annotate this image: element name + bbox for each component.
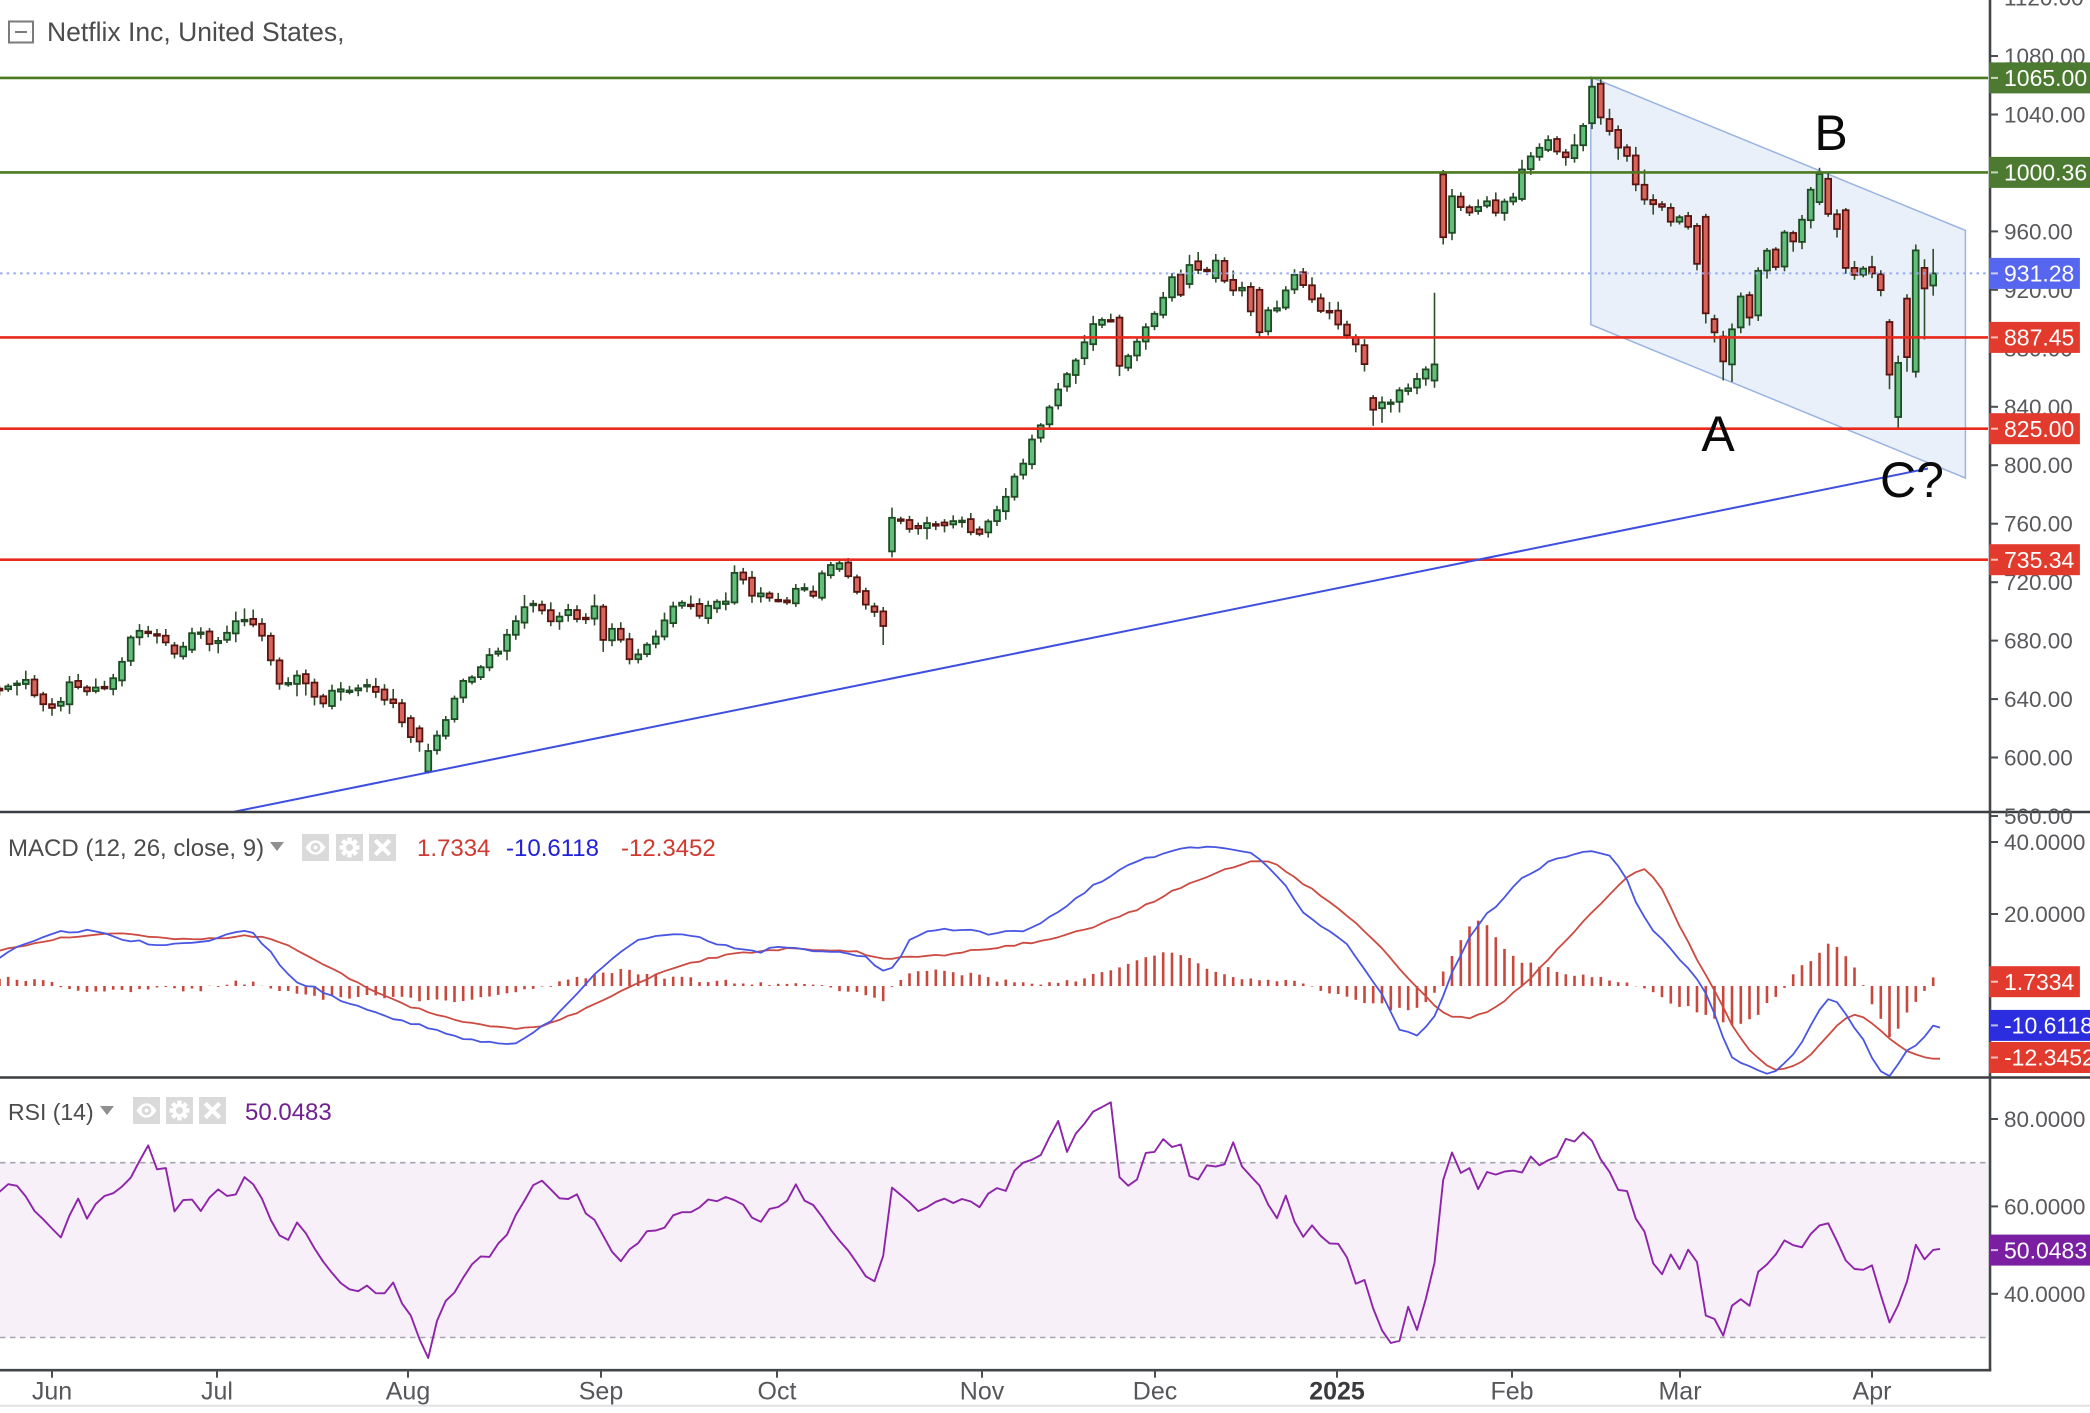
svg-text:50.0483: 50.0483 [2004, 1237, 2087, 1263]
svg-text:Aug: Aug [386, 1378, 430, 1406]
svg-text:Oct: Oct [758, 1378, 797, 1406]
svg-text:RSI (14): RSI (14) [8, 1099, 94, 1125]
svg-text:1.7334: 1.7334 [2004, 969, 2075, 995]
svg-text:640.00: 640.00 [2004, 687, 2073, 712]
svg-text:Netflix Inc, United States,: Netflix Inc, United States, [47, 17, 345, 47]
svg-text:1040.00: 1040.00 [2004, 103, 2085, 128]
svg-text:-12.3452: -12.3452 [2004, 1045, 2090, 1071]
svg-text:-10.6118: -10.6118 [506, 835, 599, 862]
svg-text:680.00: 680.00 [2004, 629, 2073, 654]
svg-text:2025: 2025 [1309, 1378, 1365, 1406]
svg-text:931.28: 931.28 [2004, 261, 2074, 287]
svg-text:-12.3452: -12.3452 [621, 835, 716, 862]
svg-text:60.0000: 60.0000 [2004, 1194, 2085, 1219]
svg-text:960.00: 960.00 [2004, 219, 2073, 244]
svg-text:1.7334: 1.7334 [417, 835, 490, 862]
svg-text:Sep: Sep [579, 1378, 623, 1406]
svg-text:MACD (12, 26, close, 9): MACD (12, 26, close, 9) [8, 835, 264, 862]
svg-text:1000.36: 1000.36 [2004, 160, 2087, 186]
svg-text:Feb: Feb [1490, 1378, 1533, 1406]
svg-text:560.00: 560.00 [2004, 804, 2073, 829]
svg-text:Apr: Apr [1853, 1378, 1892, 1406]
svg-text:50.0483: 50.0483 [245, 1099, 332, 1126]
svg-text:1120.00: 1120.00 [2004, 0, 2084, 11]
svg-text:40.0000: 40.0000 [2004, 1282, 2085, 1307]
svg-text:760.00: 760.00 [2004, 512, 2073, 537]
svg-text:-10.6118: -10.6118 [2004, 1013, 2090, 1039]
svg-text:800.00: 800.00 [2004, 453, 2073, 478]
svg-text:20.0000: 20.0000 [2004, 902, 2085, 927]
svg-text:Dec: Dec [1133, 1378, 1177, 1406]
svg-text:887.45: 887.45 [2004, 325, 2074, 351]
svg-text:735.34: 735.34 [2004, 547, 2075, 573]
svg-text:B: B [1814, 105, 1847, 161]
svg-text:A: A [1701, 406, 1735, 462]
svg-text:C?: C? [1880, 452, 1944, 508]
svg-text:Mar: Mar [1658, 1378, 1701, 1406]
svg-text:Nov: Nov [960, 1378, 1005, 1406]
svg-text:1065.00: 1065.00 [2004, 65, 2087, 91]
svg-text:80.0000: 80.0000 [2004, 1107, 2085, 1132]
svg-text:Jun: Jun [32, 1378, 72, 1406]
svg-text:Jul: Jul [201, 1378, 233, 1406]
svg-text:40.0000: 40.0000 [2004, 830, 2085, 855]
svg-text:600.00: 600.00 [2004, 746, 2073, 771]
svg-text:825.00: 825.00 [2004, 416, 2074, 442]
